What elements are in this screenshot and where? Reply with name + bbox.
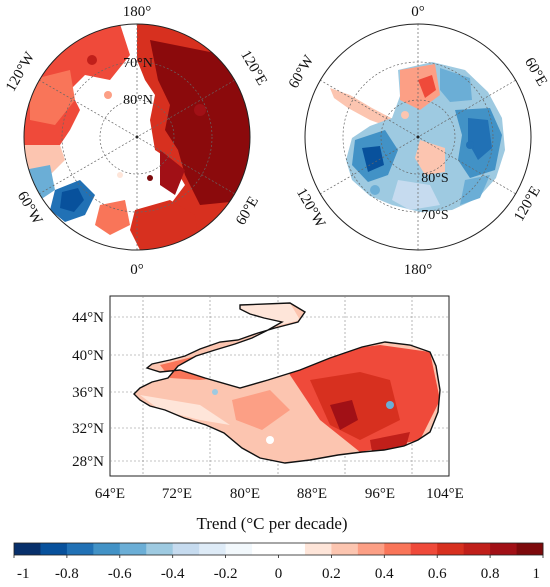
colorbar (14, 543, 544, 555)
arctic-lon-120w: 120°W (3, 49, 39, 95)
antarctic-frame (304, 23, 532, 251)
tibet-boundary (133, 302, 441, 464)
colorbar-cell (40, 543, 68, 555)
colorbar-tick-label: -0.6 (108, 566, 132, 582)
colorbar-tick-label: 0 (275, 566, 283, 582)
colorbar-tick-label: 0.8 (481, 566, 500, 582)
colorbar-cell (384, 543, 412, 555)
antarctic-lon-180: 180° (404, 262, 433, 278)
colorbar-cell (252, 543, 279, 555)
colorbar-cell (490, 543, 517, 555)
tibet-lon-96e: 96°E (365, 486, 395, 502)
antarctic-lon-0: 0° (411, 4, 425, 20)
colorbar-cell (278, 543, 306, 555)
colorbar-ticks: -1 -0.8 -0.6 -0.4 -0.2 0 0.2 0.4 0.6 0.8 1 (13, 555, 544, 582)
colorbar-title: Trend (°C per decade) (196, 514, 347, 533)
colorbar-tick-label: -0.2 (214, 566, 238, 582)
arctic-lat-80n: 80°N (123, 93, 153, 108)
tibet-lat-28n: 28°N (72, 454, 104, 470)
colorbar-cell (146, 543, 174, 555)
colorbar-cell (172, 543, 200, 555)
tibet-lat-40n: 40°N (72, 348, 104, 364)
colorbar-cell (199, 543, 226, 555)
antarctic-lat-70s: 70°S (421, 208, 448, 223)
colorbar-cell (225, 543, 253, 555)
colorbar-cell (437, 543, 465, 555)
antarctic-lon-60e: 60°E (521, 55, 550, 89)
tibet-lon-80e: 80°E (230, 486, 260, 502)
colorbar-cell (357, 543, 385, 555)
colorbar-cell (119, 543, 147, 555)
colorbar-cell (410, 543, 438, 555)
arctic-frame (23, 23, 251, 251)
colorbar-tick-label: -0.8 (55, 566, 79, 582)
tibet-lon-104e: 104°E (426, 486, 464, 502)
arctic-trend-field (24, 24, 250, 250)
colorbar-tick-label: 0.2 (322, 566, 341, 582)
arctic-lon-0: 0° (130, 262, 144, 278)
colorbar-tick-label: 1 (533, 566, 541, 582)
antarctic-map: 0° 60°E 120°E 180° 120°W 60°W 80°S 70°S (286, 4, 550, 278)
antarctic-lon-60w: 60°W (286, 52, 318, 91)
arctic-lat-70n: 70°N (123, 56, 153, 71)
colorbar-cell (304, 543, 332, 555)
tibet-lat-36n: 36°N (72, 385, 104, 401)
arctic-lon-180: 180° (123, 4, 152, 20)
tibet-lat-32n: 32°N (72, 421, 104, 437)
arctic-lon-120e: 120°E (237, 48, 270, 89)
colorbar-cell (93, 543, 121, 555)
tibet-lon-72e: 72°E (162, 486, 192, 502)
tibet-lon-64e: 64°E (95, 486, 125, 502)
colorbar-cell (14, 543, 41, 555)
colorbar-tick-label: -0.4 (161, 566, 185, 582)
colorbar-tick-label: 0.4 (375, 566, 394, 582)
tibet-lat-44n: 44°N (72, 310, 104, 326)
tibet-map: 44°N 40°N 36°N 32°N 28°N 64°E 72°E 80°E … (72, 295, 464, 502)
colorbar-cell (331, 543, 359, 555)
tibet-lon-88e: 88°E (297, 486, 327, 502)
colorbar-tick-label: -1 (17, 566, 30, 582)
antarctic-lat-80s: 80°S (421, 171, 448, 186)
colorbar-cell (66, 543, 94, 555)
colorbar-cell (516, 543, 544, 555)
colorbar-tick-label: 0.6 (428, 566, 447, 582)
arctic-map: 180° 120°E 60°E 0° 60°W 120°W 70°N 80°N (3, 4, 270, 278)
arctic-lon-60e: 60°E (233, 194, 262, 228)
colorbar-cell (463, 543, 491, 555)
antarctic-trend-field (330, 62, 505, 212)
